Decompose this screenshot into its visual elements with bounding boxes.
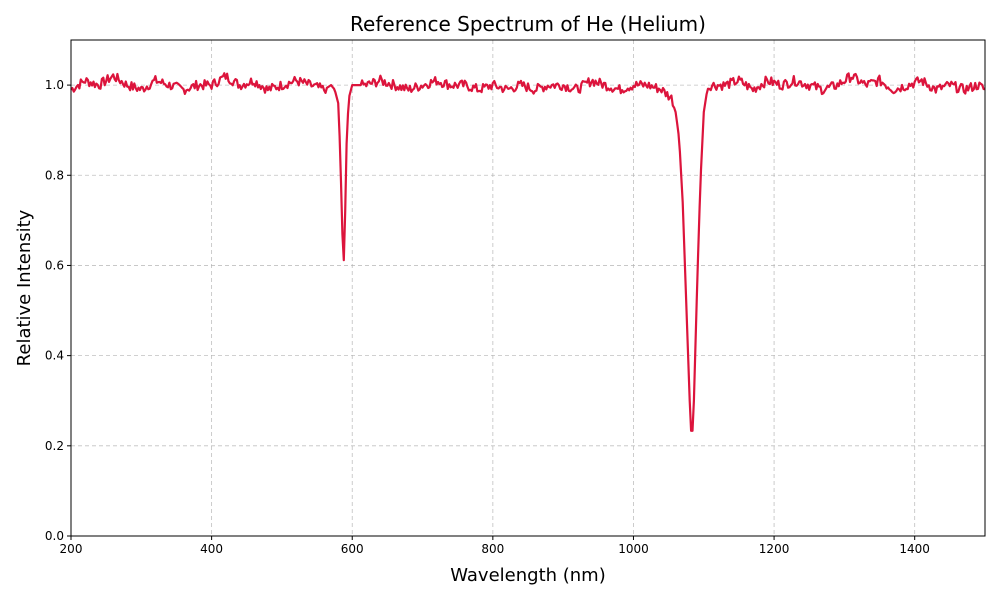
- y-tick-label: 0.8: [45, 168, 64, 182]
- y-axis-label: Relative Intensity: [14, 209, 35, 366]
- x-tick-label: 600: [341, 542, 364, 556]
- x-axis: 200 400 600 800 1000 1200 1400: [60, 536, 930, 556]
- x-tick-label: 800: [481, 542, 504, 556]
- y-axis: 0.0 0.2 0.4 0.6 0.8 1.0: [45, 78, 71, 543]
- chart-title: Reference Spectrum of He (Helium): [350, 12, 706, 36]
- x-tick-label: 1400: [899, 542, 930, 556]
- x-tick-label: 1000: [618, 542, 649, 556]
- spectrum-line: [70, 72, 986, 432]
- y-tick-label: 0.2: [45, 439, 64, 453]
- x-axis-label: Wavelength (nm): [450, 565, 606, 586]
- y-tick-label: 0.0: [45, 529, 64, 543]
- x-tick-label: 400: [200, 542, 223, 556]
- grid-lines: [70, 40, 985, 537]
- plot-frame: [70, 39, 986, 537]
- series-layer: [70, 72, 986, 432]
- x-tick-label: 1200: [759, 542, 790, 556]
- y-tick-label: 1.0: [45, 78, 64, 92]
- y-tick-label: 0.4: [45, 349, 64, 363]
- x-tick-label: 200: [60, 542, 83, 556]
- y-tick-label: 0.6: [45, 258, 64, 272]
